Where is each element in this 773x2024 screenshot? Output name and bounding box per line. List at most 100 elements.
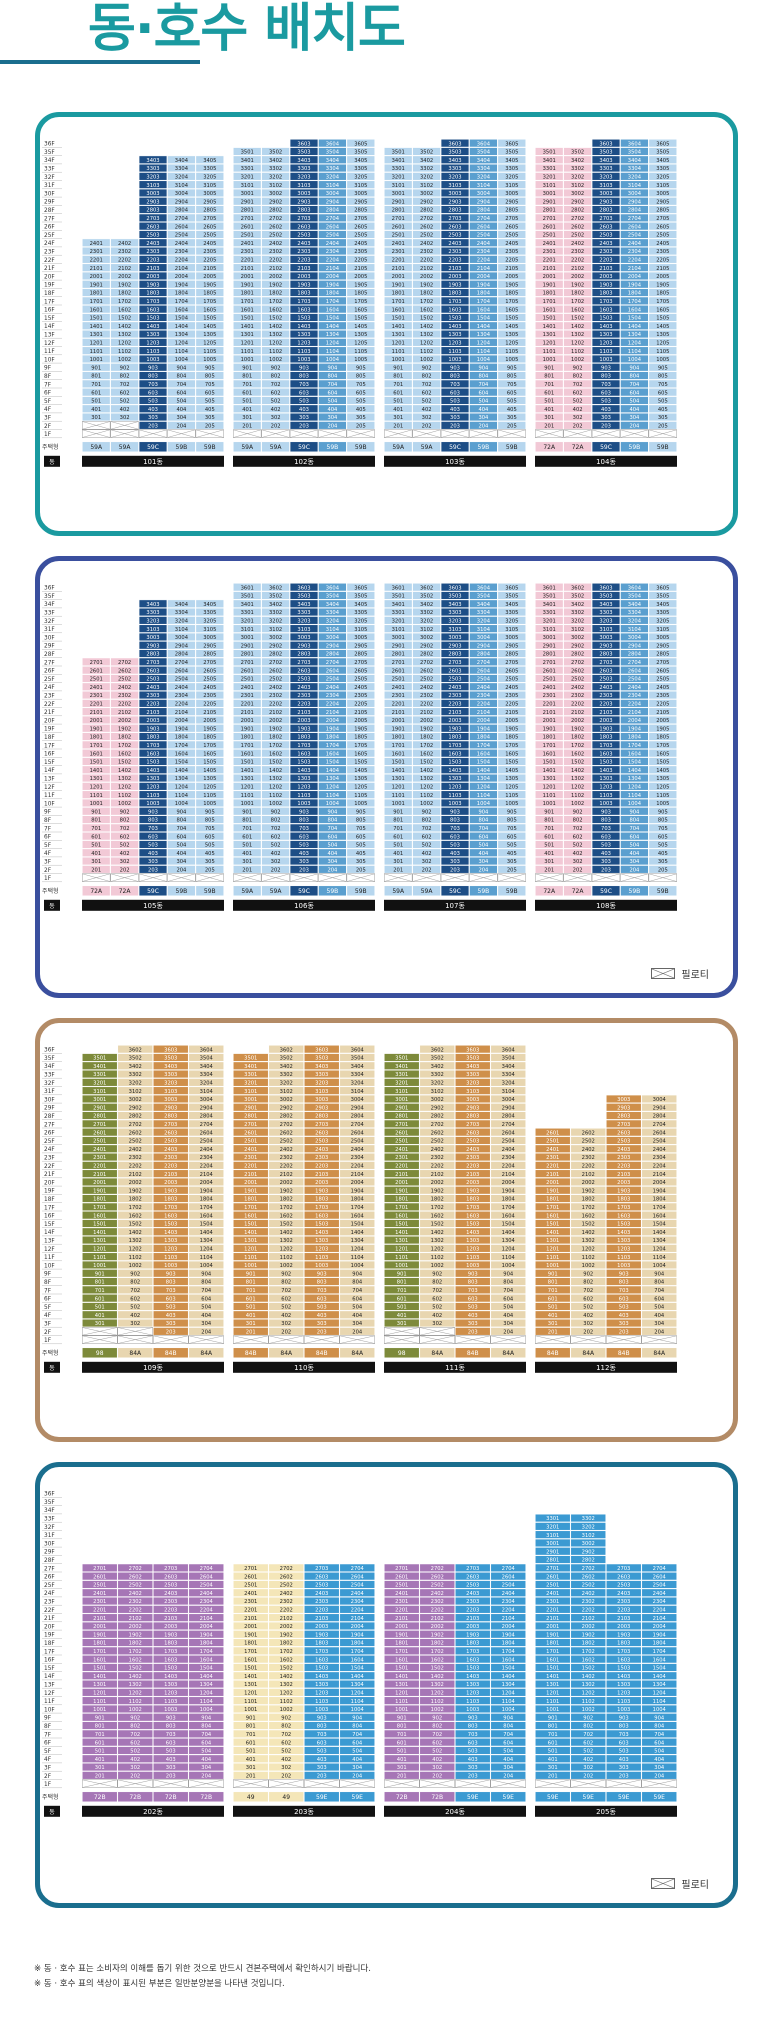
unit-cell [233, 238, 262, 247]
unit-number: 1102 [269, 793, 282, 799]
unit-number: 302 [432, 1321, 442, 1327]
unit-number: 805 [356, 374, 366, 380]
unit-number: 3501 [543, 594, 556, 600]
unit-number: 1205 [354, 785, 367, 791]
unit-number: 2004 [653, 1180, 667, 1186]
unit-cell [384, 188, 413, 198]
unit-number: 2604 [628, 668, 642, 674]
unit-number: 2003 [297, 274, 310, 280]
floor-label: 27F [44, 660, 55, 666]
unit-number: 205 [658, 424, 668, 430]
unit-cell [620, 624, 649, 633]
unit-cell [648, 856, 677, 866]
unit-cell [289, 616, 319, 625]
unit-cell [318, 591, 347, 600]
floor-label: 26F [44, 1575, 55, 1581]
unit-number: 2204 [477, 258, 491, 264]
unit-cell [346, 288, 375, 297]
unit-number: 2305 [354, 693, 367, 699]
unit-number: 1204 [628, 785, 642, 791]
unit-cell [606, 1327, 642, 1336]
unit-number: 3205 [656, 175, 669, 181]
unit-cell [497, 163, 526, 173]
unit-number: 3101 [392, 627, 405, 633]
unit-number: 2704 [351, 1122, 365, 1128]
unit-cell [620, 213, 649, 222]
unit-number: 3503 [448, 594, 461, 600]
floor-label: 27F [44, 1566, 55, 1572]
unit-cell [346, 255, 375, 264]
unit-number: 1202 [280, 1691, 293, 1697]
unit-number: 1401 [241, 768, 254, 774]
unit-cell [188, 1186, 224, 1195]
unit-cell [110, 296, 139, 305]
unit-number: 804 [176, 818, 187, 824]
unit-cell [318, 155, 347, 164]
unit-cell [384, 848, 413, 857]
unit-cell [535, 798, 564, 808]
unit-cell [289, 599, 319, 608]
unit-cell [620, 757, 649, 766]
unit-number: 1901 [392, 726, 405, 732]
unit-cell [318, 363, 347, 372]
unit-cell [591, 404, 621, 413]
unit-number: 1402 [129, 1230, 142, 1236]
unit-number: 2102 [280, 1172, 293, 1178]
unit-cell [440, 732, 470, 741]
unit-number: 404 [327, 407, 338, 413]
floor-label: 34F [44, 158, 55, 164]
unit-number: 3402 [420, 602, 433, 608]
unit-number: 3103 [146, 627, 159, 633]
unit-cell [304, 1119, 340, 1128]
unit-number: 1303 [448, 776, 461, 782]
unit-number: 3204 [200, 1081, 214, 1087]
unit-number: 605 [658, 834, 668, 840]
unit-number: 1003 [315, 1263, 328, 1269]
unit-number: 2902 [269, 643, 282, 649]
unit-cell [648, 379, 677, 388]
unit-number: 2102 [269, 710, 282, 716]
unit-cell [318, 649, 347, 658]
unit-number: 3001 [395, 1097, 408, 1103]
unit-number: 1205 [203, 785, 216, 791]
unit-number: 702 [432, 1732, 442, 1738]
unit-number: 2001 [244, 1624, 257, 1630]
unit-number: 604 [201, 1296, 212, 1302]
floor-label: 9F [44, 1716, 51, 1722]
unit-number: 2303 [466, 1599, 479, 1605]
unit-cell [339, 1061, 375, 1070]
unit-number: 1601 [241, 307, 254, 313]
unit-number: 2002 [129, 1624, 142, 1630]
unit-cell [412, 624, 441, 633]
unit-cell [82, 263, 111, 272]
unit-cell [233, 840, 262, 849]
unit-number: 2301 [241, 249, 254, 255]
unit-cell [138, 616, 168, 625]
unit-cell [384, 1144, 420, 1153]
unit-cell [469, 641, 498, 650]
unit-number: 1702 [431, 1649, 444, 1655]
unit-number: 3603 [448, 585, 461, 591]
unit-number: 802 [120, 374, 130, 380]
unit-cell [318, 421, 347, 430]
unit-cell [620, 724, 649, 733]
unit-number: 1802 [431, 1197, 444, 1203]
unit-type-cell [82, 441, 111, 453]
unit-cell [440, 271, 470, 281]
unit-number: 2002 [571, 274, 584, 280]
unit-cell [535, 616, 564, 625]
piloti-cross [455, 1335, 491, 1344]
unit-number: 602 [573, 834, 583, 840]
unit-number: 803 [468, 1280, 478, 1286]
unit-number: 2405 [505, 241, 518, 247]
unit-number: 3204 [326, 175, 340, 181]
unit-cell [497, 213, 526, 222]
unit-cell [188, 1252, 224, 1261]
unit-cell [620, 155, 649, 164]
unit-number: 904 [352, 1715, 363, 1721]
unit-number: 3503 [599, 594, 612, 600]
unit-cell [289, 246, 319, 256]
unit-number: 3303 [599, 166, 612, 172]
unit-cell [82, 388, 111, 397]
unit-cell [497, 724, 526, 733]
